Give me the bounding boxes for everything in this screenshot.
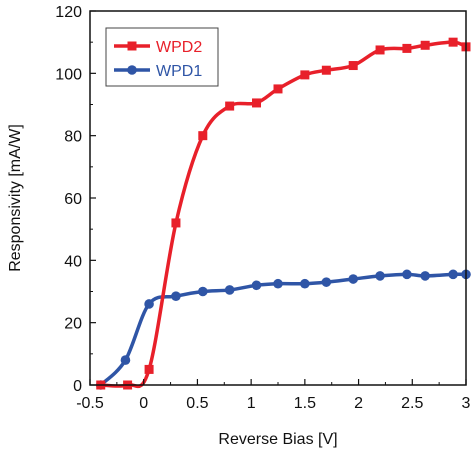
- data-point-wpd2: [171, 218, 181, 228]
- data-point-wpd2: [402, 43, 412, 53]
- data-point-wpd1: [144, 299, 154, 309]
- legend-marker-wpd1: [127, 65, 137, 75]
- x-tick-label: 1: [247, 395, 256, 412]
- plot-area: [95, 37, 471, 390]
- data-point-wpd1: [251, 280, 262, 291]
- data-point-wpd1: [321, 277, 332, 287]
- data-point-wpd1: [224, 285, 235, 295]
- data-point-wpd1: [402, 269, 412, 280]
- x-tick-label: 1.5: [294, 395, 316, 412]
- y-axis-title: Responsivity [mA/W]: [7, 124, 24, 272]
- legend-marker-wpd2: [127, 41, 137, 51]
- data-point-wpd1: [420, 271, 430, 281]
- x-axis-title: Reverse Bias [V]: [218, 431, 337, 448]
- data-point-wpd2: [348, 61, 358, 71]
- x-axis: -0.5 0 0.5 1 1.5 2 2.5 3: [76, 379, 471, 412]
- y-tick-label: 0: [73, 378, 82, 395]
- data-point-wpd1: [171, 291, 181, 301]
- y-tick-label: 40: [64, 253, 82, 270]
- x-tick-label: 0.5: [186, 395, 208, 412]
- y-tick-label: 120: [55, 4, 82, 21]
- data-point-wpd2: [420, 40, 430, 50]
- data-point-wpd1: [120, 355, 131, 365]
- data-point-wpd2: [448, 37, 458, 47]
- legend-label-wpd2: WPD2: [156, 39, 202, 56]
- data-point-wpd2: [321, 65, 331, 75]
- series-line-wpd2: [100, 40, 467, 389]
- data-point-wpd1: [300, 278, 310, 289]
- data-point-wpd1: [348, 274, 359, 284]
- x-tick-label: 2.5: [401, 395, 423, 412]
- data-point-wpd2: [252, 98, 262, 108]
- legend-box: [105, 27, 219, 87]
- legend-item-wpd2: WPD2: [114, 39, 202, 56]
- legend-label-wpd1: WPD1: [156, 63, 202, 80]
- data-point-wpd1: [273, 278, 283, 289]
- data-point-wpd2: [198, 131, 208, 141]
- series-wpd1: [95, 269, 471, 390]
- data-point-wpd2: [375, 45, 385, 55]
- data-point-wpd2: [273, 84, 283, 94]
- x-tick-label: 2: [354, 395, 363, 412]
- data-point-wpd2: [225, 101, 235, 111]
- legend-item-wpd1: WPD1: [114, 63, 202, 80]
- series-wpd2: [96, 37, 471, 390]
- y-tick-label: 20: [64, 316, 82, 333]
- x-tick-label: 3: [462, 395, 471, 412]
- x-tick-label: -0.5: [76, 395, 104, 412]
- data-point-wpd2: [144, 364, 154, 374]
- data-point-wpd1: [448, 269, 458, 280]
- y-axis: 0 20 40 60 80 100 120: [55, 4, 96, 395]
- data-point-wpd1: [375, 271, 385, 281]
- y-tick-label: 80: [64, 129, 82, 146]
- legend: WPD2 WPD1: [105, 27, 219, 87]
- y-tick-label: 60: [64, 191, 82, 208]
- x-tick-label: 0: [139, 395, 148, 412]
- data-point-wpd2: [300, 70, 310, 80]
- data-point-wpd1: [198, 286, 208, 297]
- y-tick-label: 100: [55, 66, 82, 83]
